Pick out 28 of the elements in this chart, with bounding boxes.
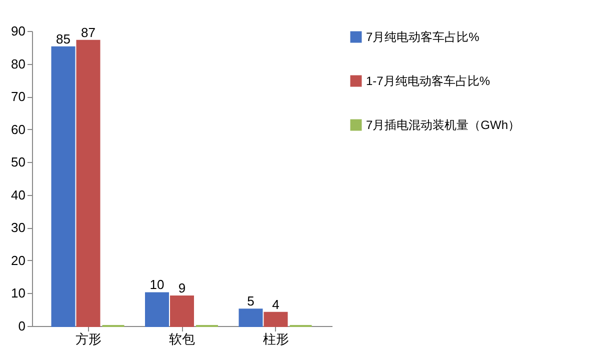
y-tick-label: 30 [11, 220, 26, 236]
y-tick-label: 70 [11, 89, 26, 104]
x-tick-label: 软包 [169, 332, 195, 346]
bar [51, 46, 76, 327]
y-tick-label: 0 [18, 318, 26, 334]
y-tick-label: 40 [11, 187, 26, 202]
y-tick-label: 90 [11, 24, 26, 38]
bar [145, 292, 169, 327]
data-label: 10 [150, 277, 164, 292]
legend-label: 1-7月纯电动客车占比% [366, 74, 490, 88]
data-label: 4 [272, 296, 280, 312]
y-tick-label: 60 [11, 122, 26, 137]
bar [170, 296, 194, 327]
y-tick-label: 20 [11, 252, 26, 268]
bar [264, 312, 288, 327]
legend-label: 7月纯电动客车占比% [366, 30, 480, 44]
y-tick-label: 50 [11, 154, 26, 170]
y-tick-label: 80 [11, 56, 26, 72]
bar [238, 308, 263, 327]
legend-label: 7月插电混动装机量（GWh） [366, 118, 520, 132]
x-tick-label: 柱形 [262, 332, 289, 346]
data-label: 85 [56, 31, 70, 46]
bar [76, 40, 100, 327]
data-label: 5 [247, 294, 254, 309]
y-tick-label: 10 [11, 286, 26, 301]
data-label: 87 [81, 24, 96, 40]
x-tick-label: 方形 [75, 332, 102, 346]
data-label: 9 [178, 280, 186, 296]
